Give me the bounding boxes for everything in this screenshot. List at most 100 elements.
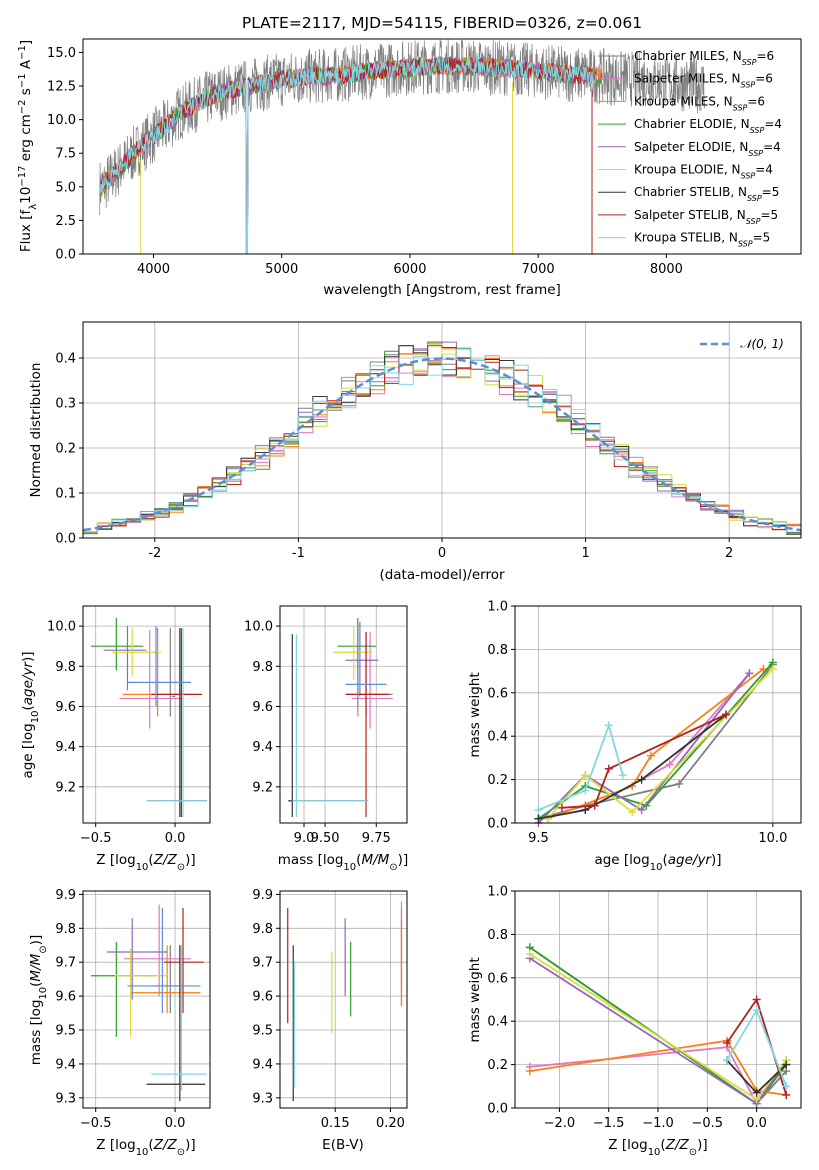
x-tick-label: -2 [148, 546, 161, 561]
y-tick-label: 0.8 [487, 643, 508, 658]
spectrum-panel: 4000 5000 6000 7000 8000 0.0 2.5 5.0 7.5 10.0 12.5… [17, 38, 802, 298]
y-tick-label: 12.5 [47, 80, 76, 95]
x-tick-label: 0 [438, 546, 446, 561]
x-tick-label: −0.5 [80, 1116, 112, 1131]
error-bars [90, 904, 207, 1102]
y-axis-label: age [log10(age/yr)] [20, 651, 41, 778]
y-tick-label: 9.4 [55, 740, 76, 755]
histogram-series [83, 348, 801, 535]
y-tick-label: 0.4 [487, 1015, 508, 1030]
x-tick-label: 5000 [265, 262, 298, 277]
y-tick-label: 0.0 [55, 248, 76, 263]
y-tick-label: 9.9 [55, 888, 76, 903]
weight-vs-age-panel: 9.0 9.5 10.0 0.0 0.2 0.4 0.6 0.8 1.0 age [log10(a… [294, 600, 802, 873]
x-tick-label: 2 [725, 546, 733, 561]
error-bars [90, 618, 207, 817]
y-tick-label: 9.6 [55, 990, 76, 1005]
y-tick-label: 9.3 [55, 1091, 76, 1106]
axes-frame [279, 890, 408, 1109]
weight-marker [581, 771, 590, 780]
weight-marker [637, 805, 646, 814]
legend-label: Kroupa MILES, NSSP=6 [634, 94, 765, 112]
x-tick-label: −0.5 [80, 831, 112, 846]
y-tick-label: 0.6 [487, 971, 508, 986]
y-tick-label: 9.8 [55, 660, 76, 675]
normal-curve [83, 357, 801, 532]
legend-label: Chabrier ELODIE, NSSP=4 [634, 117, 782, 135]
y-tick-label: 0.4 [55, 352, 76, 367]
error-bars [287, 901, 403, 1102]
x-axis-label: mass [log10(M/M⊙)] [278, 852, 408, 873]
y-tick-label: 15.0 [47, 46, 76, 61]
x-tick-label: 9.75 [362, 831, 391, 846]
y-tick-label: 9.5 [252, 1024, 273, 1039]
weight-series [537, 672, 751, 824]
weight-marker [752, 1088, 761, 1097]
x-axis-label: wavelength [Angstrom, rest frame] [323, 282, 561, 298]
weight-marker [752, 995, 761, 1004]
weight-marker [782, 1090, 791, 1099]
y-tick-label: 0.2 [55, 442, 76, 457]
weight-vs-metallicity-panel: −2.0 −1.5 −1.0 −0.5 0.0 0.0 0.2 0.4 0.6 0.8 1.0 Z [… [467, 885, 802, 1158]
x-tick-label: 10.0 [758, 831, 787, 846]
axes-frame [279, 605, 408, 824]
x-tick-label: −1.0 [642, 1116, 674, 1131]
x-tick-label: 0.0 [165, 1116, 186, 1131]
age-vs-mass-panel: 9.50 9.75 9.2 9.4 9.6 9.8 10.0 mass [log10(M/M⊙… [244, 605, 408, 873]
x-axis-label: (data-model)/error [379, 567, 505, 583]
weight-series [547, 668, 774, 820]
weight-marker [534, 814, 543, 823]
axes-frame [82, 321, 802, 539]
x-tick-label: 7000 [522, 262, 555, 277]
x-axis-label: E(B-V) [322, 1137, 364, 1153]
y-tick-label: 1.0 [487, 600, 508, 615]
weight-marker [723, 1038, 732, 1047]
weight-marker [581, 786, 590, 795]
weight-marker [525, 1067, 534, 1076]
x-axis-label: Z [log10(Z/Z⊙)] [96, 852, 195, 873]
spectrum-lines [99, 39, 706, 254]
weight-marker [581, 805, 590, 814]
weight-marker [782, 1060, 791, 1069]
weight-marker [752, 1006, 761, 1015]
y-tick-label: 10.0 [244, 620, 273, 635]
axes-frame [514, 890, 802, 1109]
y-tick-label: 10.0 [47, 113, 76, 128]
axes-frame [82, 890, 211, 1109]
legend-label: Salpeter ELODIE, NSSP=4 [634, 140, 781, 158]
weight-marker [604, 721, 613, 730]
x-tick-label: 0.20 [376, 1116, 405, 1131]
y-axis-label: mass weight [467, 957, 483, 1042]
y-tick-label: 0.2 [487, 1058, 508, 1073]
mass-vs-ebv-panel: 0.15 0.20 9.3 9.4 9.5 9.6 9.7 9.8 9.9 E(B-V) [252, 888, 408, 1153]
weight-marker [675, 779, 684, 788]
y-tick-label: 0.2 [487, 773, 508, 788]
x-tick-label: 6000 [393, 262, 426, 277]
x-axis-label: Z [log10(Z/Z⊙)] [96, 1137, 195, 1158]
weight-marker [646, 751, 655, 760]
y-tick-label: 0.3 [55, 397, 76, 412]
weight-series [538, 722, 624, 811]
y-tick-label: 10.0 [47, 620, 76, 635]
weight-marker [782, 1082, 791, 1091]
weight-marker [590, 801, 599, 810]
x-tick-label: 9.50 [311, 831, 340, 846]
weight-marker [557, 803, 566, 812]
legend-label: Chabrier MILES, NSSP=6 [634, 49, 774, 67]
x-tick-label: 8000 [650, 262, 683, 277]
axes-frame [82, 605, 211, 824]
weight-series [547, 668, 765, 820]
y-tick-label: 9.4 [252, 1057, 273, 1072]
y-axis-label: mass weight [467, 672, 483, 757]
spectrum-legend: Chabrier MILES, NSSP=6 Salpeter MILES, NS… [598, 49, 782, 248]
y-tick-label: 9.8 [252, 922, 273, 937]
weight-marker [721, 710, 730, 719]
y-tick-label: 9.8 [252, 660, 273, 675]
weight-series [538, 664, 774, 820]
weight-marker [628, 808, 637, 817]
weight-lines [525, 943, 791, 1108]
weight-lines [534, 658, 777, 827]
y-tick-label: 2.5 [55, 214, 76, 229]
y-tick-label: 9.4 [55, 1057, 76, 1072]
y-tick-label: 7.5 [55, 147, 76, 162]
